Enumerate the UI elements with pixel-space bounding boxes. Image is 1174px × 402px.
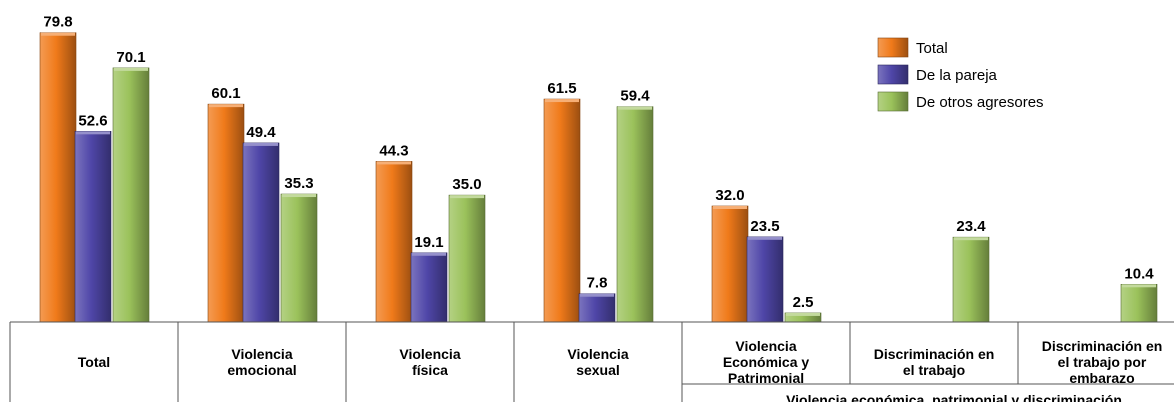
bar-cap: [580, 293, 614, 297]
value-label: 23.4: [956, 218, 986, 235]
value-label: 49.4: [246, 124, 276, 141]
category-label-violencia-emocional: Violencia emocional: [227, 346, 296, 378]
bar-de-otros-agresores-violencia-fisica: [448, 194, 486, 323]
bar-total-violencia-sexual: [543, 98, 581, 323]
legend-swatch-de-la-pareja: [877, 64, 909, 85]
bar-cap: [76, 131, 110, 135]
legend-label-total: Total: [916, 40, 948, 57]
legend-label-de-la-pareja: De la pareja: [916, 67, 998, 84]
category-label-discriminacion-en-el-trabajo-por-embarazo: Discriminación en el trabajo por embarazo: [1042, 338, 1163, 386]
value-label: 35.3: [284, 175, 313, 192]
bar-cap: [713, 206, 747, 209]
bar-cap: [618, 106, 652, 110]
bar-de-otros-agresores-discriminacion-en-el-trabajo-por-embarazo: [1120, 283, 1158, 323]
bar-total-violencia-fisica: [375, 161, 413, 323]
value-label: 7.8: [587, 275, 608, 292]
bar-de-otros-agresores-violencia-sexual: [616, 106, 654, 323]
value-label: 19.1: [414, 234, 443, 251]
bar-cap: [412, 252, 446, 256]
value-label: 32.0: [715, 187, 744, 204]
legend-swatch-total: [877, 37, 909, 58]
legend: Total De la pareja De otros agresores: [877, 37, 1044, 112]
bar-cap: [1122, 284, 1156, 288]
value-label: 70.1: [116, 49, 145, 66]
bar-cap: [954, 237, 988, 241]
value-label: 35.0: [452, 176, 481, 193]
legend-label-de-otros-agresores: De otros agresores: [916, 94, 1044, 111]
bar-de-otros-agresores-discriminacion-en-el-trabajo: [952, 236, 990, 323]
bar-de-otros-agresores-total: [112, 67, 150, 323]
bar-cap: [545, 99, 579, 103]
value-label: 79.8: [43, 14, 72, 31]
value-labels-layer: 79.8 60.1 44.3 61.5 32.0 52.6 49.4 19.1 7.8 23.5 7…: [43, 14, 1154, 311]
bar-total-violencia-emocional: [207, 103, 245, 323]
bar-cap: [41, 32, 75, 36]
bar-cap: [282, 194, 316, 198]
category-label-discriminacion-en-el-trabajo: Discriminación en el trabajo: [874, 346, 995, 378]
bar-cap: [244, 142, 278, 146]
value-label: 60.1: [211, 85, 240, 102]
bar-de-otros-agresores-violencia-emocional: [280, 193, 318, 323]
value-label: 2.5: [793, 294, 814, 311]
bar-de-la-pareja-violencia-emocional: [242, 142, 280, 323]
bar-de-la-pareja-violencia-sexual: [578, 293, 616, 323]
bar-de-la-pareja-total: [74, 131, 112, 323]
value-label: 10.4: [1124, 265, 1154, 282]
bar-total-total: [39, 32, 77, 323]
value-label: 61.5: [547, 80, 576, 97]
category-label-violencia-economica-y-patrimonial: Violencia Económica y Patrimonial: [723, 338, 810, 386]
bar-cap: [450, 195, 484, 199]
category-axis: Total Violencia emocional Violencia física Vi…: [9, 321, 1174, 402]
value-label: 59.4: [620, 88, 650, 105]
value-label: 23.5: [750, 218, 779, 235]
bar-cap: [377, 161, 411, 165]
value-label: 52.6: [78, 112, 107, 129]
bar-cap: [786, 312, 820, 316]
category-label-total: Total: [78, 354, 110, 370]
bar-de-la-pareja-violencia-economica-y-patrimonial: [746, 236, 784, 323]
category-label-violencia-sexual: Violencia sexual: [567, 346, 628, 378]
bar-total-violencia-economica-y-patrimonial: [711, 205, 749, 323]
bar-cap: [209, 104, 243, 108]
group-label: Violencia económica, patrimonial y discr…: [786, 392, 1122, 402]
value-label: 44.3: [379, 142, 408, 159]
legend-swatch-de-otros-agresores: [877, 91, 909, 112]
category-label-violencia-fisica: Violencia física: [399, 346, 460, 378]
bar-cap: [114, 67, 148, 71]
bar-cap: [748, 236, 782, 240]
bar-de-la-pareja-violencia-fisica: [410, 252, 448, 323]
